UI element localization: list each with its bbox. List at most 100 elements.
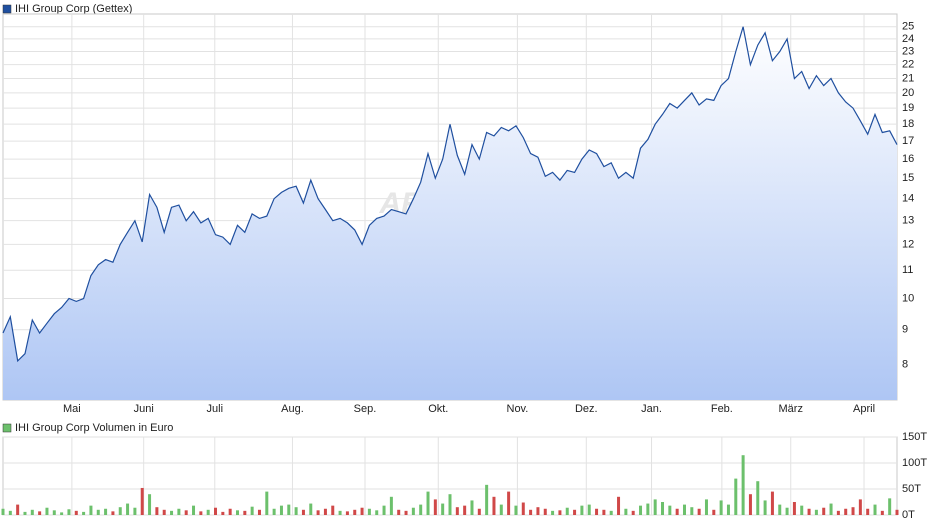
volume-bar <box>617 496 621 515</box>
volume-bar <box>133 507 137 515</box>
x-tick-label: März <box>779 403 803 415</box>
price-area <box>3 26 897 401</box>
y-tick-label: 0T <box>902 509 915 521</box>
volume-bar <box>463 505 467 515</box>
volume-bar <box>8 510 12 515</box>
volume-bar <box>836 510 840 515</box>
volume-bar <box>301 509 305 515</box>
y-tick-label: 100T <box>902 457 927 469</box>
volume-bar <box>353 509 357 515</box>
y-tick-label: 10 <box>902 292 914 304</box>
volume-bar <box>287 504 291 515</box>
volume-bar <box>536 507 540 515</box>
volume-bar <box>126 503 130 515</box>
volume-bar <box>814 509 818 515</box>
volume-bar <box>331 505 335 515</box>
volume-bar <box>228 508 232 515</box>
volume-bar <box>851 507 855 515</box>
volume-bar <box>880 510 884 515</box>
y-tick-label: 17 <box>902 135 914 147</box>
volume-bar <box>214 507 218 515</box>
volume-bar <box>748 494 752 515</box>
volume-bar <box>800 505 804 515</box>
volume-bar <box>96 509 100 515</box>
x-tick-label: Feb. <box>711 403 733 415</box>
volume-bar <box>60 512 64 515</box>
y-tick-label: 24 <box>902 33 914 45</box>
volume-bar <box>573 509 577 515</box>
volume-bar <box>551 510 555 515</box>
volume-bar <box>529 509 533 515</box>
volume-bar <box>294 507 298 515</box>
y-tick-label: 16 <box>902 153 914 165</box>
legend-swatch <box>2 423 12 433</box>
volume-bar <box>426 491 430 515</box>
x-tick-label: Aug. <box>281 403 304 415</box>
volume-bar <box>67 509 71 515</box>
volume-bar <box>558 510 562 515</box>
y-tick-label: 50T <box>902 483 921 495</box>
volume-bar <box>785 507 789 515</box>
volume-bar <box>763 500 767 515</box>
volume-bar <box>316 510 320 515</box>
volume-bar <box>741 455 745 515</box>
volume-bar <box>734 478 738 515</box>
volume-bar <box>485 484 489 515</box>
volume-bar <box>250 506 254 515</box>
volume-bar <box>719 500 723 515</box>
volume-bar <box>52 510 56 515</box>
y-tick-label: 21 <box>902 72 914 84</box>
y-tick-label: 150T <box>902 431 927 443</box>
volume-bar <box>1 508 5 515</box>
volume-bar <box>807 508 811 515</box>
volume-bar <box>639 505 643 515</box>
volume-bar <box>895 509 899 515</box>
volume-bar <box>441 503 445 515</box>
legend-label: IHI Group Corp Volumen in Euro <box>15 422 173 434</box>
volume-bar <box>45 507 49 515</box>
volume-bar <box>770 491 774 515</box>
legend-label: IHI Group Corp (Gettex) <box>15 3 132 15</box>
volume-bar <box>873 504 877 515</box>
x-tick-label: Juni <box>134 403 154 415</box>
legend-swatch <box>2 4 12 14</box>
volume-bar <box>389 496 393 515</box>
x-tick-label: Mai <box>63 403 81 415</box>
volume-bar <box>521 502 525 515</box>
volume-bar <box>111 511 115 515</box>
volume-bar <box>778 504 782 515</box>
y-tick-label: 11 <box>902 264 913 276</box>
volume-bar <box>792 502 796 515</box>
volume-bar <box>866 508 870 515</box>
volume-bar <box>419 504 423 515</box>
volume-bar <box>404 510 408 515</box>
volume-bar <box>184 510 188 515</box>
y-tick-label: 20 <box>902 87 914 99</box>
volume-bar <box>257 509 261 515</box>
x-tick-label: Dez. <box>575 403 598 415</box>
volume-bar <box>822 507 826 515</box>
volume-bar <box>587 504 591 515</box>
volume-bar <box>272 508 276 515</box>
volume-bar <box>243 510 247 515</box>
volume-bar <box>888 498 892 515</box>
volume-bar <box>177 508 181 515</box>
volume-bar <box>375 510 379 515</box>
volume-bar <box>507 491 511 515</box>
volume-bar <box>543 508 547 515</box>
volume-bar <box>38 511 42 515</box>
y-tick-label: 15 <box>902 172 914 184</box>
volume-bar <box>23 511 27 515</box>
volume-bar <box>726 504 730 515</box>
volume-bar <box>16 504 20 515</box>
price-line <box>2 26 898 363</box>
volume-bar <box>455 507 459 515</box>
volume-bar <box>221 511 225 515</box>
volume-bar <box>829 503 833 515</box>
volume-bar <box>433 499 437 515</box>
volume-bar <box>199 511 203 515</box>
volume-bar <box>104 508 108 515</box>
volume-bar <box>661 502 665 515</box>
volume-bar <box>309 503 313 515</box>
